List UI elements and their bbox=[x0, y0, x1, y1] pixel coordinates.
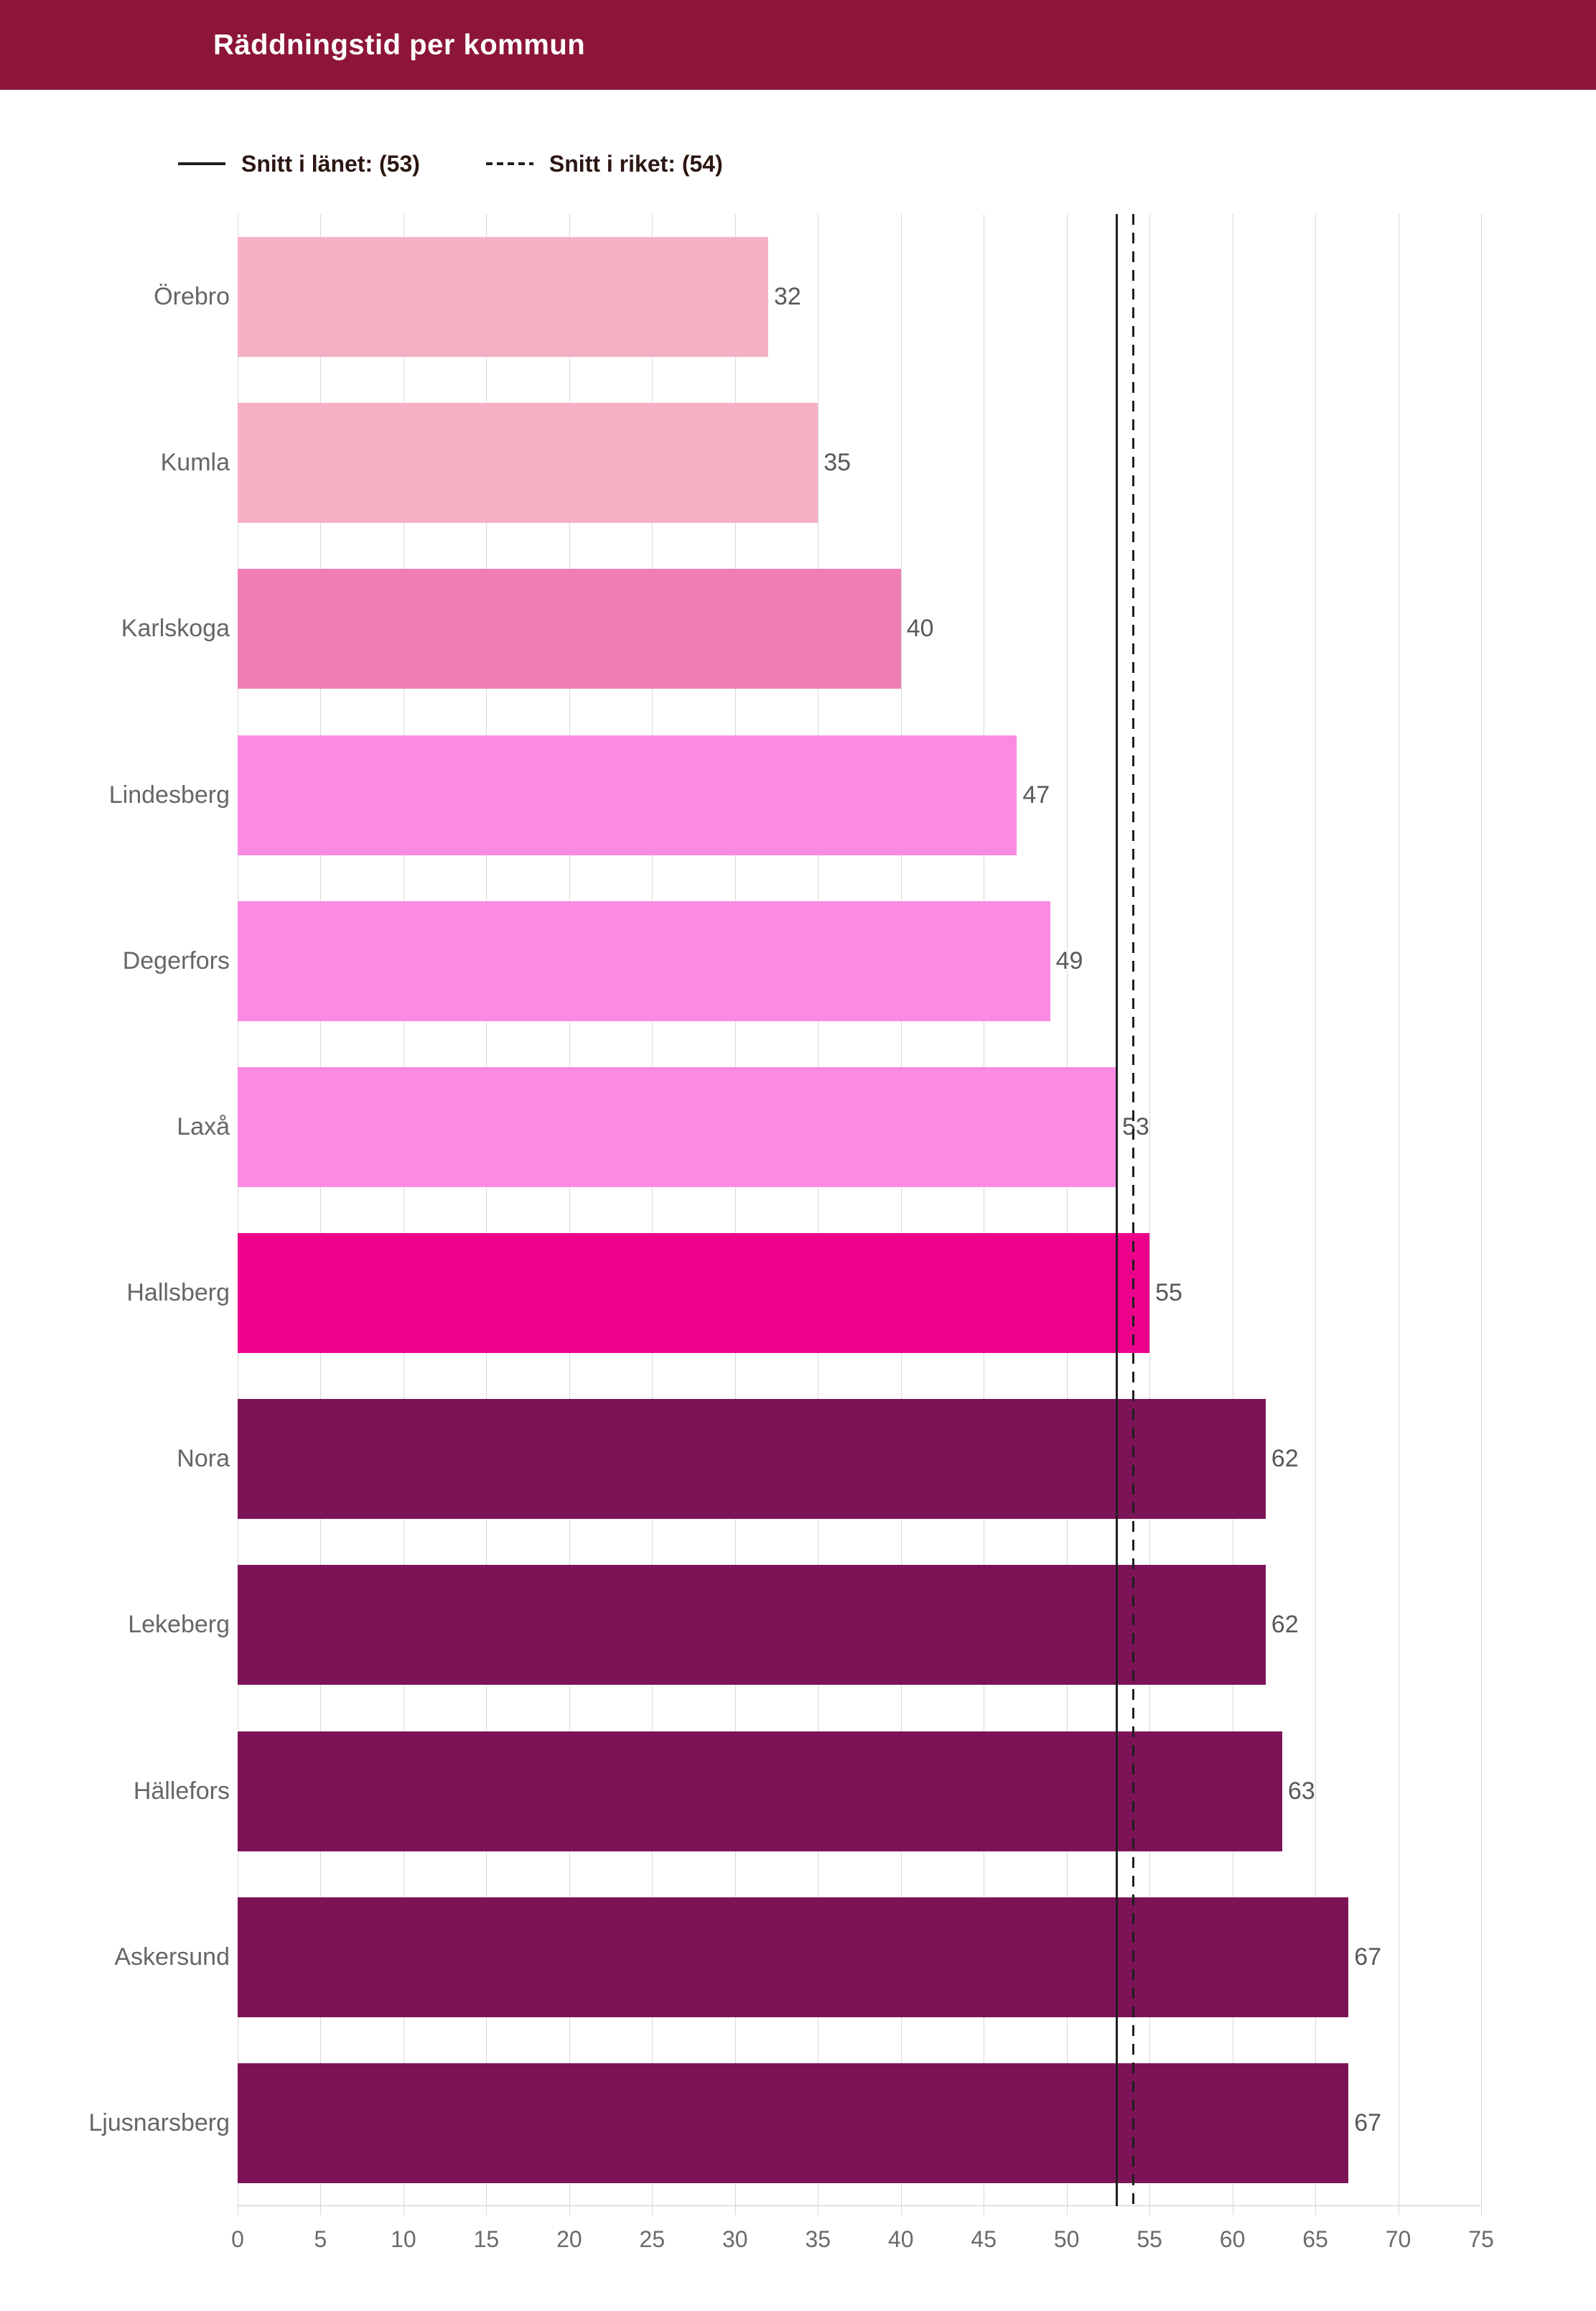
chart-row: Lekeberg 62 bbox=[128, 1542, 1481, 1708]
bar bbox=[238, 735, 1017, 855]
bar bbox=[238, 237, 768, 357]
legend-label-county: Snitt i länet: (53) bbox=[241, 150, 420, 177]
value-label: 47 bbox=[1022, 781, 1050, 809]
gridline bbox=[1481, 214, 1482, 2215]
value-label: 49 bbox=[1055, 947, 1083, 975]
value-label: 35 bbox=[823, 449, 851, 477]
bar bbox=[238, 569, 901, 689]
value-label: 67 bbox=[1354, 2108, 1382, 2136]
gridline bbox=[486, 214, 487, 2215]
category-label: Lindesberg bbox=[108, 781, 230, 809]
bar bbox=[238, 1897, 1349, 2017]
bar bbox=[238, 1565, 1266, 1685]
legend-label-nation: Snitt i riket: (54) bbox=[549, 150, 723, 177]
app-header: Räddningstid per kommun bbox=[0, 0, 1596, 90]
chart-row: Degerfors 49 bbox=[123, 878, 1481, 1044]
x-tick-label: 30 bbox=[722, 2226, 748, 2252]
x-tick-label: 60 bbox=[1219, 2226, 1246, 2252]
chart-row: Ljusnarsberg 67 bbox=[88, 2040, 1481, 2206]
chart-row: Lindesberg 47 bbox=[109, 712, 1481, 878]
bar bbox=[238, 403, 818, 524]
category-label: Kumla bbox=[160, 449, 230, 477]
x-tick-label: 15 bbox=[473, 2226, 500, 2252]
chart-row: Karlskoga 40 bbox=[121, 546, 1481, 712]
x-tick-label: 20 bbox=[556, 2226, 582, 2252]
category-label: Nora bbox=[177, 1445, 230, 1473]
gridline bbox=[1149, 214, 1151, 2215]
gridline bbox=[403, 214, 404, 2215]
bar bbox=[238, 1066, 1116, 1187]
chart-row: Laxå 53 bbox=[177, 1044, 1481, 1210]
bar bbox=[238, 1399, 1266, 1520]
x-tick-label: 10 bbox=[391, 2226, 416, 2252]
x-axis-line bbox=[238, 2205, 1481, 2206]
bar-chart: 0 5 10 15 20 25 30 35 40 45 50 55 60 65 70 75 Örebro 32 Ku… bbox=[0, 214, 1596, 2311]
chart-row: Kumla 35 bbox=[161, 380, 1481, 546]
chart-row: Askersund 67 bbox=[114, 1874, 1481, 2040]
x-tick-label: 50 bbox=[1053, 2226, 1080, 2252]
legend-item-nation: Snitt i riket: (54) bbox=[485, 150, 723, 177]
gridline bbox=[900, 214, 902, 2215]
category-label: Laxå bbox=[177, 1112, 230, 1140]
gridline bbox=[1066, 214, 1068, 2215]
x-tick-label: 5 bbox=[314, 2226, 327, 2252]
category-label: Karlskoga bbox=[121, 615, 230, 643]
legend-item-county: Snitt i länet: (53) bbox=[178, 151, 420, 177]
bar bbox=[238, 2063, 1349, 2183]
category-label: Askersund bbox=[114, 1943, 230, 1971]
x-tick-label: 40 bbox=[887, 2226, 914, 2252]
category-label: Hallsberg bbox=[126, 1279, 230, 1306]
solid-line-icon bbox=[178, 162, 225, 165]
category-label: Ljusnarsberg bbox=[88, 2108, 230, 2136]
value-label: 62 bbox=[1271, 1445, 1299, 1473]
nation-average-line bbox=[1132, 214, 1135, 2206]
category-label: Örebro bbox=[154, 283, 230, 310]
gridline bbox=[569, 214, 570, 2215]
value-label: 55 bbox=[1155, 1279, 1182, 1306]
page-title: Räddningstid per kommun bbox=[213, 29, 586, 60]
chart-legend: Snitt i länet: (53) Snitt i riket: (54) bbox=[178, 144, 723, 184]
category-label: Lekeberg bbox=[128, 1611, 230, 1639]
category-label: Degerfors bbox=[122, 947, 230, 975]
x-tick-label: 0 bbox=[231, 2226, 244, 2252]
bar bbox=[238, 1731, 1282, 1851]
category-label: Hällefors bbox=[133, 1777, 230, 1805]
chart-row: Hällefors 63 bbox=[134, 1708, 1481, 1874]
chart-row: Örebro 32 bbox=[154, 214, 1481, 380]
dashed-line-icon bbox=[485, 162, 533, 165]
x-tick-label: 65 bbox=[1302, 2226, 1328, 2252]
gridline bbox=[652, 214, 653, 2215]
gridline bbox=[320, 214, 322, 2215]
chart-row: Nora 62 bbox=[177, 1376, 1481, 1542]
x-tick-label: 55 bbox=[1137, 2226, 1162, 2252]
gridline bbox=[734, 214, 736, 2215]
chart-row: Hallsberg 55 bbox=[126, 1210, 1481, 1376]
value-label: 63 bbox=[1287, 1777, 1315, 1805]
x-tick-label: 45 bbox=[971, 2226, 997, 2252]
value-label: 32 bbox=[773, 283, 801, 310]
value-label: 40 bbox=[906, 615, 934, 643]
value-label: 62 bbox=[1271, 1611, 1299, 1639]
x-tick-label: 35 bbox=[805, 2226, 831, 2252]
gridline bbox=[1315, 214, 1317, 2215]
bar bbox=[238, 1233, 1150, 1353]
x-tick-label: 70 bbox=[1385, 2226, 1411, 2252]
plot-area: 0 5 10 15 20 25 30 35 40 45 50 55 60 65 70 75 Örebro 32 Ku… bbox=[88, 214, 1494, 2252]
value-label: 67 bbox=[1354, 1943, 1382, 1971]
bar bbox=[238, 901, 1050, 1021]
value-label: 53 bbox=[1121, 1112, 1149, 1140]
x-tick-label: 75 bbox=[1468, 2226, 1494, 2252]
county-average-line bbox=[1115, 214, 1118, 2206]
x-tick-label: 25 bbox=[639, 2226, 666, 2252]
